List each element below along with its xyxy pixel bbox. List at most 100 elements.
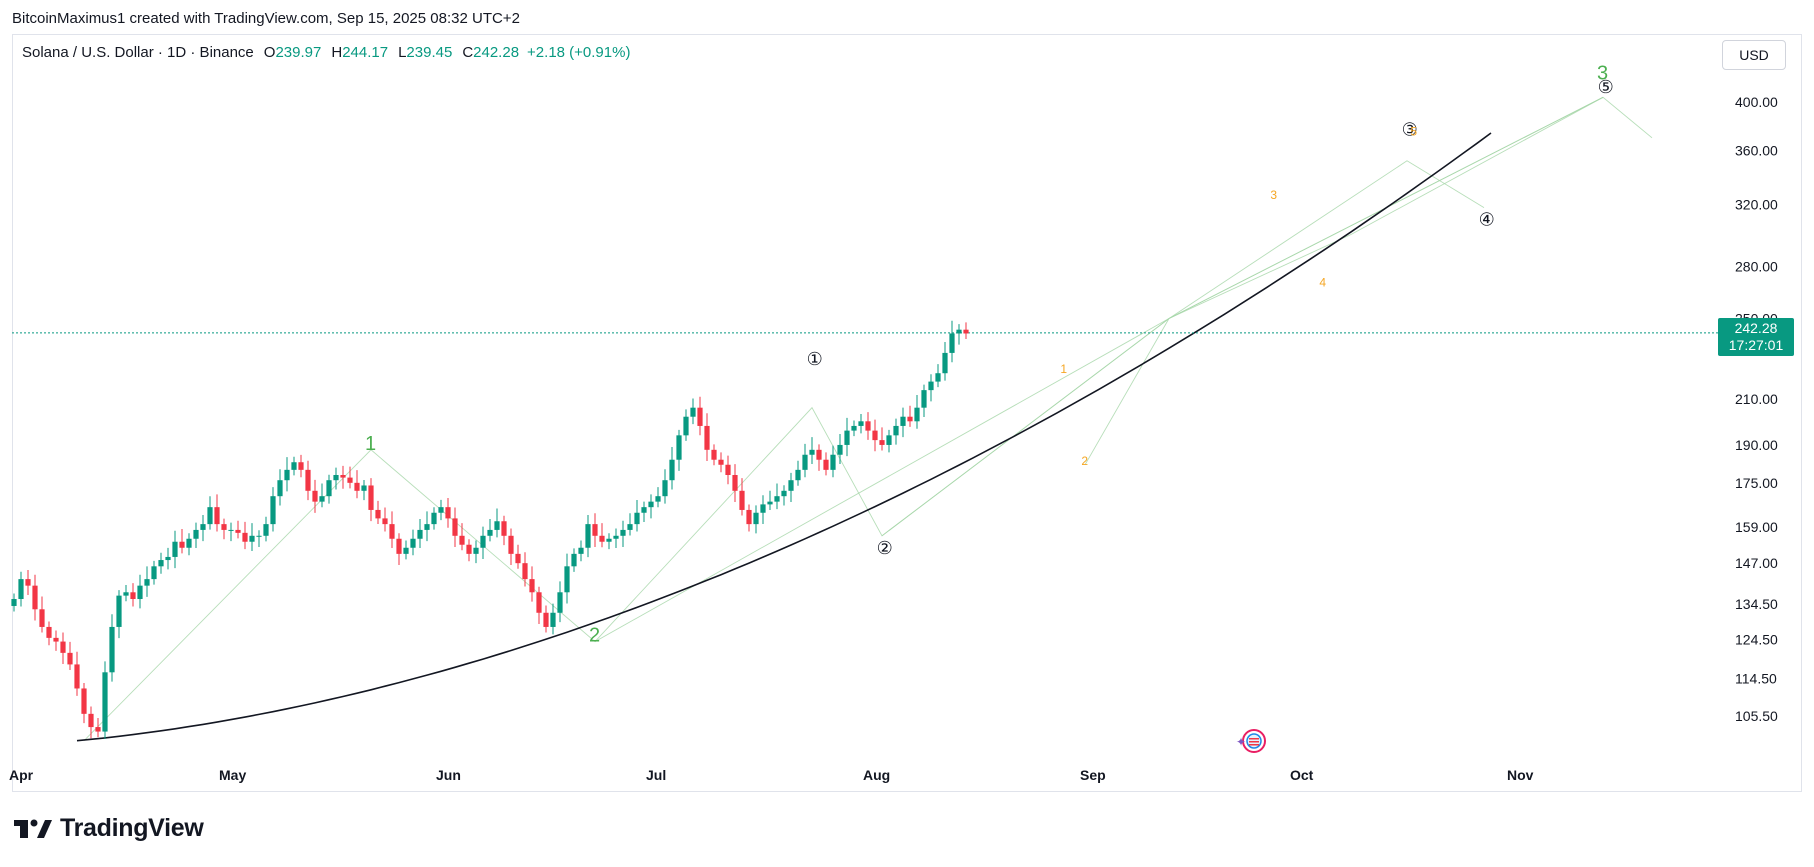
wave-label: 2 [589, 625, 600, 647]
candle-body [228, 529, 234, 531]
candle-body [494, 521, 500, 530]
price-tick-label: 114.50 [1735, 670, 1777, 686]
candle-body [844, 430, 850, 445]
candle-body [144, 579, 150, 586]
candle-body [599, 535, 605, 542]
candle-body [263, 524, 269, 536]
symbol-name[interactable]: Solana / U.S. Dollar · 1D · Binance [22, 44, 254, 61]
wave-label: 5 [1410, 124, 1417, 138]
candle-body [858, 421, 864, 426]
wave-guide-line [83, 96, 1604, 742]
candle-body [298, 462, 304, 470]
candle-body [270, 496, 276, 525]
candle-body [361, 485, 367, 491]
currency-button[interactable]: USD [1722, 40, 1786, 70]
candle-body [81, 688, 87, 714]
candle-body [25, 579, 31, 586]
candle-body [165, 556, 171, 561]
candle-body [921, 390, 927, 408]
candle-body [53, 637, 59, 642]
price-tick-label: 124.50 [1735, 632, 1778, 648]
candle-body [963, 329, 969, 334]
wave-label: 4 [1319, 275, 1326, 289]
time-axis[interactable]: Apr May Jun Jul Aug Sep Oct Nov [9, 767, 1534, 783]
candle-body [431, 512, 437, 525]
candle-body [872, 430, 878, 441]
price-axis[interactable]: 400.00360.00320.00280.00250.00210.00190.… [1735, 94, 1778, 724]
candle-body [158, 560, 164, 567]
candle-body [151, 566, 157, 580]
chart-caption: BitcoinMaximus1 created with TradingView… [12, 10, 520, 27]
candle-body [606, 538, 612, 542]
candle-body [487, 529, 493, 536]
candle-body [95, 727, 101, 732]
candle-body [739, 490, 745, 510]
candle-body [585, 524, 591, 548]
candle-body [382, 518, 388, 525]
candle-body [123, 592, 129, 596]
candle-body [179, 541, 185, 548]
tradingview-wordmark: TradingView [60, 814, 204, 842]
wave-label: ② [877, 538, 893, 558]
candle-body [291, 462, 297, 470]
candles [11, 320, 969, 739]
wave-label: ① [807, 349, 823, 369]
candle-body [242, 532, 248, 542]
wave-label: 3 [1597, 62, 1608, 84]
candle-body [130, 592, 136, 600]
candle-body [704, 425, 710, 450]
wave-guide-line [594, 160, 1485, 642]
candle-body [837, 444, 843, 455]
month-tick-label: Aug [863, 767, 890, 783]
tradingview-logo[interactable]: TradingView [14, 814, 204, 843]
candle-body [277, 480, 283, 497]
candle-body [459, 535, 465, 545]
candle-body [935, 373, 941, 382]
parabolic-support-curve[interactable] [76, 132, 1492, 742]
candle-body [900, 416, 906, 426]
candle-body [697, 407, 703, 426]
tradingview-logo-icon [14, 819, 52, 838]
wave-labels: 1 2 3 ① ② ③ ④ ⑤ 1 2 3 4 5 [365, 62, 1614, 646]
candle-body [669, 459, 675, 481]
candle-body [865, 421, 871, 431]
candle-body [578, 547, 584, 554]
candle-body [424, 524, 430, 530]
candle-body [550, 612, 556, 627]
candle-body [319, 496, 325, 502]
wave-label: 1 [1060, 362, 1067, 376]
candle-body [235, 529, 241, 533]
candle-body [620, 529, 626, 536]
month-tick-label: Oct [1290, 767, 1314, 783]
candle-body [571, 553, 577, 567]
candle-body [907, 416, 913, 422]
candle-body [340, 475, 346, 478]
candle-body [949, 333, 955, 353]
candle-body [333, 475, 339, 481]
candle-body [655, 496, 661, 502]
candle-body [718, 459, 724, 465]
candle-body [46, 626, 52, 638]
candle-body [501, 521, 507, 536]
wave-label: 2 [1081, 454, 1088, 468]
month-tick-label: Apr [9, 767, 34, 783]
candle-body [88, 713, 94, 728]
candle-body [256, 535, 262, 537]
flag-icon[interactable]: ✦ [1236, 729, 1266, 753]
candle-body [375, 509, 381, 519]
candle-body [284, 469, 290, 481]
month-tick-label: May [219, 767, 246, 783]
close-label: C [462, 44, 474, 61]
candle-body [690, 407, 696, 417]
candle-body [564, 566, 570, 593]
candle-body [781, 490, 787, 497]
price-tick-label: 320.00 [1735, 197, 1778, 213]
change-value: +2.18 (+0.91%) [527, 44, 631, 61]
symbol-legend: Solana / U.S. Dollar · 1D · Binance O 239… [22, 44, 630, 61]
month-tick-label: Jul [646, 767, 666, 783]
candle-body [711, 449, 717, 460]
candle-body [760, 504, 766, 513]
wave-label: ③ [1402, 119, 1418, 139]
candle-body [102, 672, 108, 732]
